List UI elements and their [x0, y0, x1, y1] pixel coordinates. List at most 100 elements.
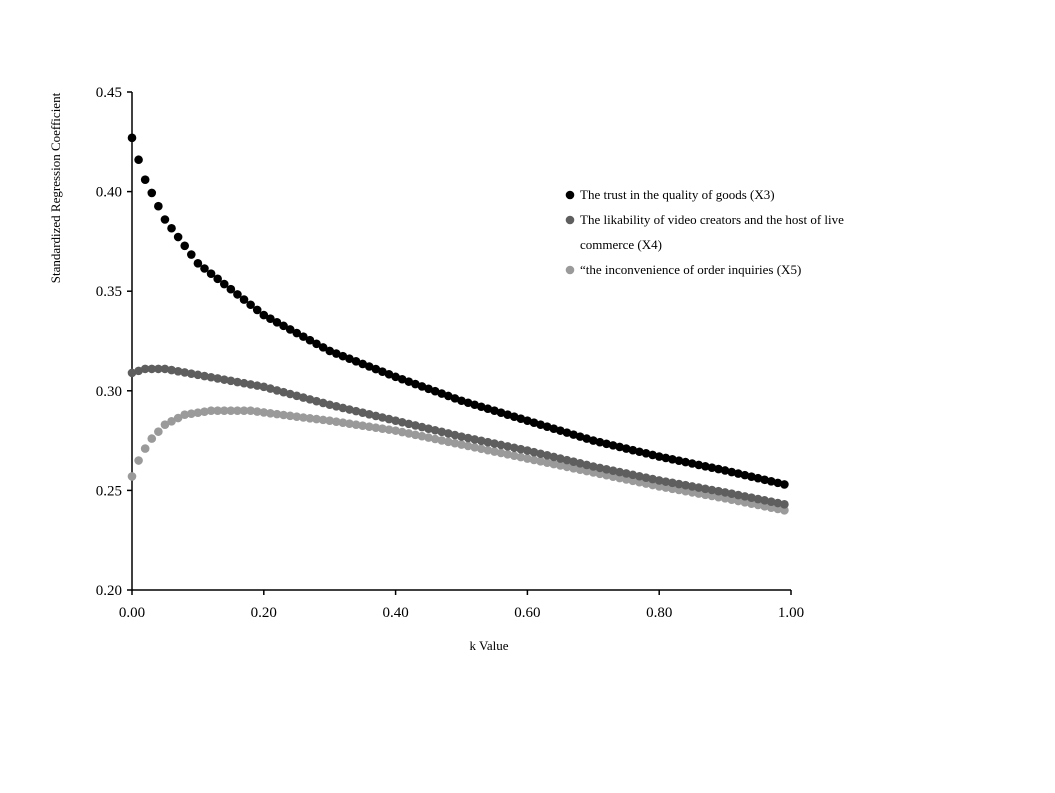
data-point	[674, 479, 684, 489]
data-point	[470, 443, 479, 452]
data-point	[668, 455, 677, 464]
data-point	[503, 410, 512, 420]
data-point	[628, 445, 638, 455]
data-point	[542, 458, 552, 468]
data-point	[687, 488, 697, 497]
data-point	[378, 424, 387, 433]
data-point	[233, 406, 242, 416]
data-point	[424, 384, 433, 394]
data-point	[147, 188, 157, 198]
legend-item-3: “the inconvenience of order inquiries (X…	[565, 262, 801, 277]
data-point	[621, 444, 631, 453]
data-point	[542, 422, 552, 431]
data-point	[536, 420, 545, 429]
data-point	[299, 393, 308, 402]
data-point	[259, 382, 269, 392]
data-point	[246, 380, 255, 389]
data-point	[397, 427, 407, 437]
data-point	[760, 502, 769, 511]
data-point	[463, 433, 473, 443]
data-point	[200, 407, 209, 417]
data-point	[173, 413, 183, 423]
legend-marker	[565, 265, 575, 275]
data-point	[648, 474, 657, 484]
data-point	[272, 409, 282, 419]
data-point	[562, 462, 572, 472]
series-2	[127, 364, 789, 509]
data-point	[312, 396, 321, 406]
data-point	[523, 454, 532, 463]
data-point	[140, 444, 150, 453]
legend-label: commerce (X4)	[580, 237, 662, 252]
data-point	[239, 378, 249, 388]
data-point	[437, 427, 447, 437]
data-point	[516, 444, 526, 454]
data-point	[450, 394, 460, 403]
data-point	[483, 437, 493, 447]
data-point	[226, 284, 236, 294]
data-point	[338, 403, 348, 413]
legend-marker	[565, 190, 575, 200]
data-point	[252, 407, 262, 416]
data-point	[193, 408, 203, 418]
data-point	[773, 504, 783, 514]
axes: 0.20 0.25 0.30 0.35 0.40 0.45 0.00 0.20 0.40 0.6…	[96, 85, 804, 621]
data-point	[733, 496, 743, 506]
data-point	[589, 468, 598, 477]
data-point	[233, 377, 242, 387]
data-point	[206, 406, 216, 416]
legend-label: The trust in the quality of goods (X3)	[580, 187, 775, 202]
data-point	[358, 421, 367, 430]
data-point	[760, 475, 769, 485]
data-point	[687, 459, 697, 468]
data-point	[285, 325, 295, 334]
data-point	[589, 462, 598, 471]
data-point	[233, 290, 242, 299]
data-point	[569, 430, 578, 439]
data-point	[595, 463, 605, 473]
data-point	[509, 443, 519, 453]
data-point	[127, 133, 137, 143]
data-point	[490, 439, 499, 448]
data-point	[714, 464, 723, 474]
data-point	[575, 432, 585, 441]
data-point	[463, 441, 473, 451]
data-point	[654, 452, 664, 461]
data-point	[780, 506, 789, 515]
data-point	[582, 466, 592, 476]
data-point	[476, 402, 486, 412]
data-point	[681, 480, 690, 490]
x-tick-label: 0.00	[119, 605, 145, 621]
data-point	[615, 442, 624, 452]
data-point	[404, 419, 414, 429]
data-point	[496, 448, 506, 458]
data-point	[160, 420, 170, 429]
data-point	[127, 472, 137, 481]
data-point	[206, 269, 216, 278]
data-point	[246, 406, 255, 416]
data-point	[628, 470, 638, 480]
data-point	[674, 485, 684, 495]
data-point	[457, 396, 466, 406]
data-point	[733, 490, 743, 500]
data-point	[780, 500, 789, 509]
data-point	[628, 476, 638, 486]
data-point	[509, 451, 519, 461]
data-point	[701, 462, 710, 471]
data-point	[635, 447, 644, 457]
x-tick-label: 1.00	[778, 605, 804, 621]
data-point	[668, 484, 677, 494]
data-point	[312, 339, 321, 349]
data-point	[299, 413, 308, 422]
data-point	[727, 495, 736, 505]
legend-item-1: The trust in the quality of goods (X3)	[565, 187, 775, 202]
legend-marker	[565, 215, 575, 225]
y-tick-label: 0.30	[96, 384, 122, 400]
data-point	[378, 367, 387, 376]
data-point	[206, 372, 216, 382]
data-point	[167, 417, 176, 426]
data-point	[496, 408, 506, 418]
data-point	[562, 428, 572, 437]
data-point	[213, 406, 222, 416]
data-point	[173, 232, 183, 242]
